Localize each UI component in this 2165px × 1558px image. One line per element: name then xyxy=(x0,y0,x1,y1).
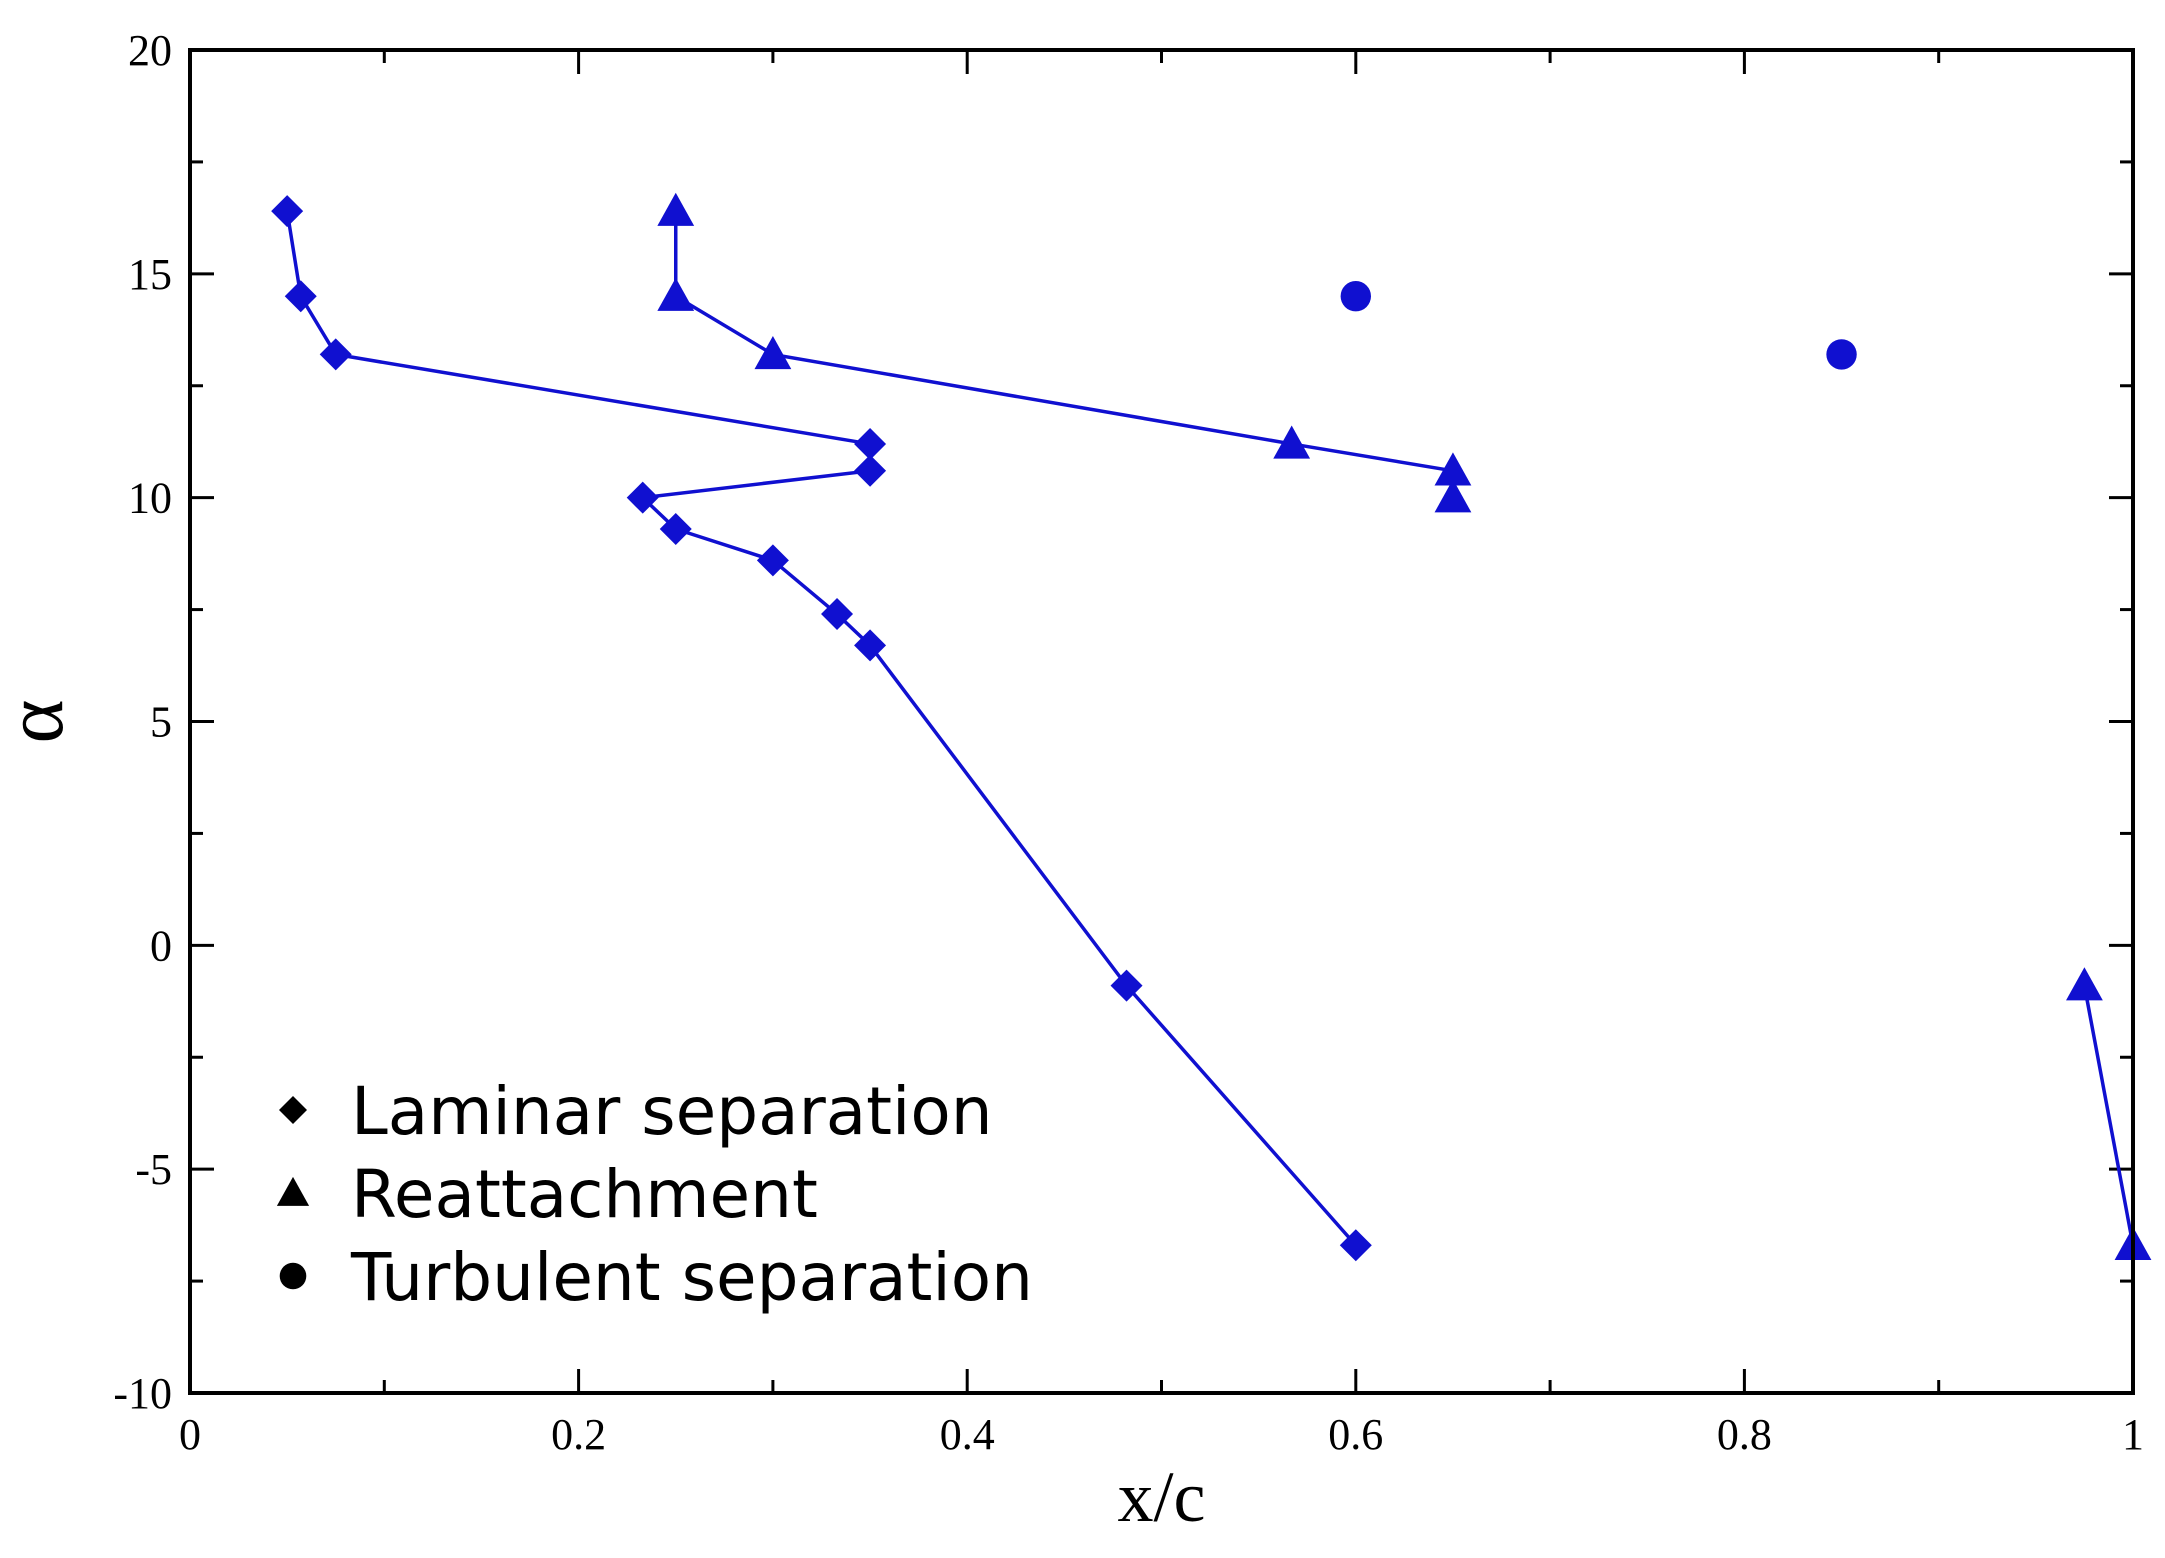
series-reattachment xyxy=(657,192,2152,1260)
data-point-diamond xyxy=(319,338,352,371)
series-turbulent-separation xyxy=(1340,281,1857,370)
legend-label: Laminar separation xyxy=(351,1073,993,1150)
legend-circle-icon xyxy=(279,1262,307,1290)
legend-item: Laminar separation xyxy=(279,1073,993,1150)
data-point-triangle xyxy=(754,336,792,370)
data-point-circle xyxy=(1826,339,1857,370)
series-line xyxy=(2082,985,2135,1246)
y-tick-label: 5 xyxy=(150,698,172,747)
data-point-triangle xyxy=(657,277,695,311)
data-point-diamond xyxy=(854,454,887,487)
y-tick-label: -10 xyxy=(113,1369,172,1418)
data-point-diamond xyxy=(659,513,692,546)
series-layer xyxy=(271,192,2152,1262)
legend-diamond-icon xyxy=(279,1096,307,1124)
data-point-diamond xyxy=(854,427,887,460)
legend-item: Reattachment xyxy=(276,1156,818,1233)
plot-frame xyxy=(188,48,2135,1395)
legend-item: Turbulent separation xyxy=(279,1239,1033,1316)
legend-triangle-icon xyxy=(276,1176,310,1206)
legend: Laminar separationReattachmentTurbulent … xyxy=(276,1073,1033,1316)
x-tick-label: 0.8 xyxy=(1717,1410,1772,1459)
data-point-triangle xyxy=(657,192,695,226)
data-point-triangle xyxy=(1434,479,1472,513)
y-tick-label: 15 xyxy=(128,250,172,299)
x-axis-title: x/c xyxy=(1118,1457,1206,1537)
y-tick-label: -5 xyxy=(135,1145,172,1194)
data-point-circle xyxy=(1340,281,1372,312)
data-point-diamond xyxy=(1110,969,1143,1002)
x-tick-label: 1 xyxy=(2122,1410,2144,1459)
data-point-triangle xyxy=(1434,452,1472,486)
data-point-diamond xyxy=(1339,1229,1372,1262)
data-point-triangle xyxy=(2066,967,2103,1001)
series-line xyxy=(674,211,1455,498)
data-point-diamond xyxy=(854,629,887,662)
y-tick-label: 20 xyxy=(128,26,172,75)
x-tick-label: 0 xyxy=(179,1410,201,1459)
x-tick-label: 0.6 xyxy=(1328,1410,1383,1459)
ticks-layer: 0 0.2 0.4 0.6 0.8 1 -10 -5 0 5 10 15 20 xyxy=(113,26,2144,1459)
data-point-diamond xyxy=(284,280,317,313)
y-tick-label: 10 xyxy=(128,474,172,523)
legend-label: Reattachment xyxy=(351,1156,818,1233)
data-point-diamond xyxy=(271,195,304,228)
series-laminar-separation xyxy=(271,195,1372,1262)
y-axis-title: α xyxy=(0,699,81,743)
x-tick-label: 0.4 xyxy=(940,1410,995,1459)
data-point-diamond xyxy=(626,481,659,514)
legend-label: Turbulent separation xyxy=(350,1239,1033,1316)
data-point-diamond xyxy=(821,598,854,631)
x-tick-label: 0.2 xyxy=(551,1410,606,1459)
data-point-triangle xyxy=(1273,425,1311,459)
data-point-diamond xyxy=(756,544,789,577)
y-tick-label: 0 xyxy=(150,921,172,970)
